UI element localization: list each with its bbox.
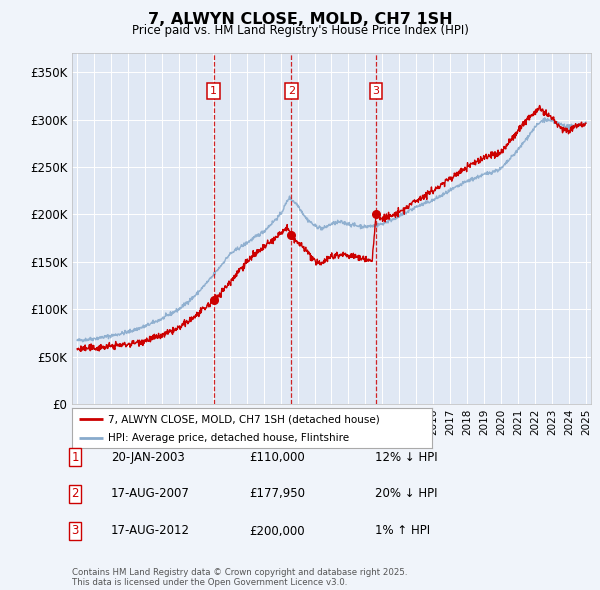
Text: 1: 1	[71, 451, 79, 464]
Text: 3: 3	[71, 525, 79, 537]
Text: HPI: Average price, detached house, Flintshire: HPI: Average price, detached house, Flin…	[108, 432, 349, 442]
Text: Contains HM Land Registry data © Crown copyright and database right 2025.
This d: Contains HM Land Registry data © Crown c…	[72, 568, 407, 587]
Text: £110,000: £110,000	[249, 451, 305, 464]
Text: £177,950: £177,950	[249, 487, 305, 500]
Text: 3: 3	[373, 86, 380, 96]
Text: 12% ↓ HPI: 12% ↓ HPI	[375, 451, 437, 464]
Text: 7, ALWYN CLOSE, MOLD, CH7 1SH (detached house): 7, ALWYN CLOSE, MOLD, CH7 1SH (detached …	[108, 414, 380, 424]
Text: 20% ↓ HPI: 20% ↓ HPI	[375, 487, 437, 500]
Text: 1: 1	[210, 86, 217, 96]
Text: 7, ALWYN CLOSE, MOLD, CH7 1SH: 7, ALWYN CLOSE, MOLD, CH7 1SH	[148, 12, 452, 27]
Text: Price paid vs. HM Land Registry's House Price Index (HPI): Price paid vs. HM Land Registry's House …	[131, 24, 469, 37]
Text: 1% ↑ HPI: 1% ↑ HPI	[375, 525, 430, 537]
Text: 17-AUG-2007: 17-AUG-2007	[111, 487, 190, 500]
Text: £200,000: £200,000	[249, 525, 305, 537]
Text: 20-JAN-2003: 20-JAN-2003	[111, 451, 185, 464]
Text: 2: 2	[288, 86, 295, 96]
Text: 17-AUG-2012: 17-AUG-2012	[111, 525, 190, 537]
Text: 2: 2	[71, 487, 79, 500]
